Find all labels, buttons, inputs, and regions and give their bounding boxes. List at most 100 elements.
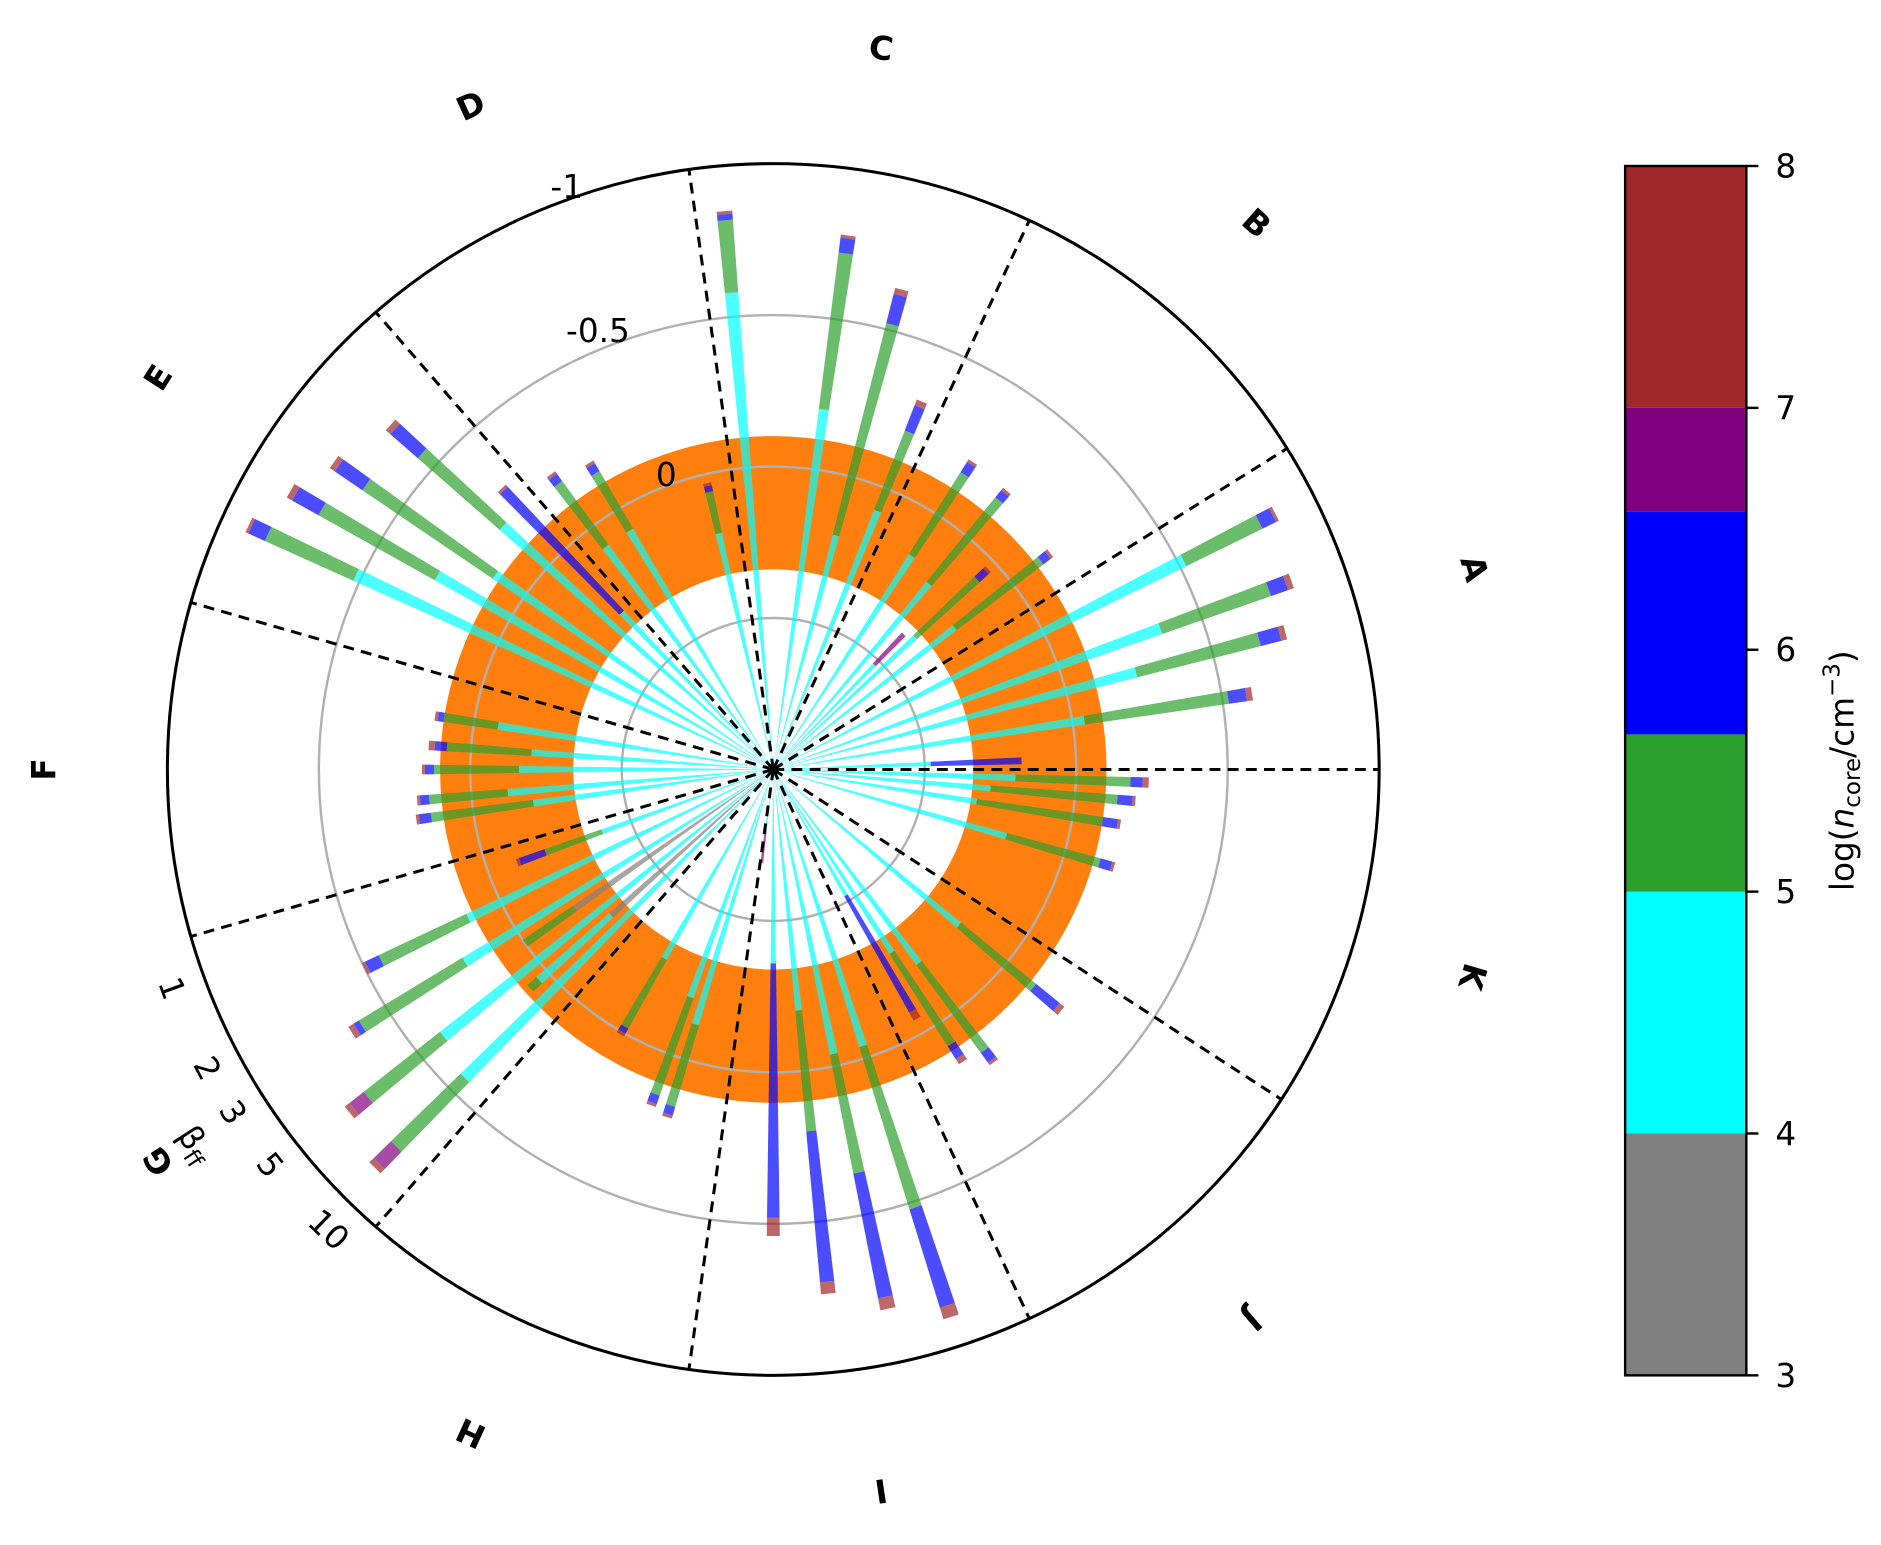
bar-segment [916, 960, 989, 1054]
bar-segment [859, 1044, 922, 1210]
bar-segment [773, 769, 922, 966]
bar-segment [291, 487, 326, 516]
bar-segment [995, 490, 1009, 504]
bar-segment [773, 625, 957, 770]
bar-segment [500, 486, 624, 615]
bar-segment [909, 1008, 921, 1021]
bar-segment [621, 956, 667, 1029]
bar-segment [773, 715, 1086, 770]
bar-segment [914, 399, 928, 410]
bar-segment [1266, 575, 1289, 597]
bar-segment [1142, 777, 1149, 788]
bar-segment [773, 408, 829, 770]
bar-segment [1227, 688, 1248, 704]
bar-segment [466, 769, 774, 923]
colorbar-segment [1625, 1133, 1747, 1376]
bar-segment [437, 711, 445, 722]
sector-label: H [451, 1410, 492, 1456]
bar-segment [976, 798, 1104, 827]
bar-segment [1283, 573, 1294, 591]
bar-segment [930, 757, 1022, 767]
bar-segment [544, 829, 604, 856]
bar-segment [522, 905, 577, 947]
bar-segment [1109, 861, 1116, 872]
bar-segment [499, 522, 774, 770]
bar-segment [515, 858, 522, 867]
bar-segment [705, 491, 723, 535]
bar-segment [663, 1104, 676, 1116]
bar-segment [518, 765, 774, 774]
bar-segment [548, 473, 563, 488]
bar-segment [1101, 816, 1119, 829]
bar-segment [1116, 794, 1133, 806]
bar-segment [1015, 774, 1131, 787]
bar-segment [662, 1112, 673, 1119]
bar-segment [1269, 506, 1279, 523]
sector-label: A [1452, 551, 1496, 586]
bar-segment [591, 470, 634, 533]
bar-segment [439, 769, 774, 1041]
r-tick-label: -1 [550, 168, 583, 206]
bar-segment [974, 568, 989, 583]
bar-segment [358, 957, 468, 1033]
bar-segment [390, 423, 427, 459]
sector-label: D [451, 83, 491, 129]
bar-segment [353, 569, 774, 770]
beta-tick-label: 10 [300, 1202, 356, 1258]
bar-segment [1277, 625, 1288, 641]
bar-segment [264, 526, 359, 581]
bar-segment [446, 742, 532, 756]
bar-segment [990, 785, 1118, 805]
bar-segment [926, 497, 1003, 587]
bar-segment [536, 913, 614, 984]
bar-segment [703, 482, 712, 488]
bar-segment [616, 1029, 626, 1037]
bar-segment [609, 769, 774, 918]
bar-segment [362, 961, 371, 975]
beta-tick-label: 2 [185, 1050, 228, 1086]
bar-segment [1116, 819, 1122, 830]
bar-segment [832, 323, 899, 537]
bar-segment [586, 463, 600, 476]
bar-segment [531, 749, 774, 770]
bar-segment [773, 769, 848, 897]
bar-segment [956, 922, 1037, 992]
colorbar-tick-label: 6 [1775, 631, 1796, 669]
bar-segment [349, 1091, 373, 1115]
sector-line [374, 311, 775, 771]
bar-segment [773, 623, 1163, 770]
bar-segment [507, 769, 774, 797]
bar-segment [952, 556, 1044, 631]
colorbar-segment [1625, 734, 1747, 892]
bar-segment [717, 219, 739, 294]
bar-segment [434, 764, 519, 775]
bar-segment [626, 528, 774, 770]
bar-segment [904, 405, 925, 435]
r-tick-label: -0.5 [566, 312, 630, 350]
bar-segment [391, 1073, 470, 1152]
bar-segment [838, 237, 856, 255]
bar-segment [1083, 691, 1230, 725]
colorbar-segment [1625, 407, 1747, 512]
bar-segment [773, 554, 1187, 770]
sector-line [771, 219, 1031, 771]
bar-segment [1131, 795, 1136, 807]
bar-segment [378, 913, 471, 967]
bar-segment [980, 1047, 997, 1063]
sector-label: C [866, 28, 895, 69]
bar-segment [416, 795, 421, 806]
colorbar-segment [1625, 891, 1747, 1134]
bar-segment [773, 769, 838, 1055]
bar-segment [853, 1171, 893, 1299]
bar-segment [373, 1141, 402, 1170]
bar-segment [773, 509, 882, 770]
bar-segment [716, 213, 733, 221]
bar-segment [913, 576, 980, 640]
bar-segment [987, 1056, 998, 1066]
bar-segment [329, 455, 344, 472]
bar-segment [724, 292, 774, 770]
bar-segment [497, 722, 774, 770]
bar-segment [773, 769, 991, 792]
bar-segment [773, 769, 1008, 840]
